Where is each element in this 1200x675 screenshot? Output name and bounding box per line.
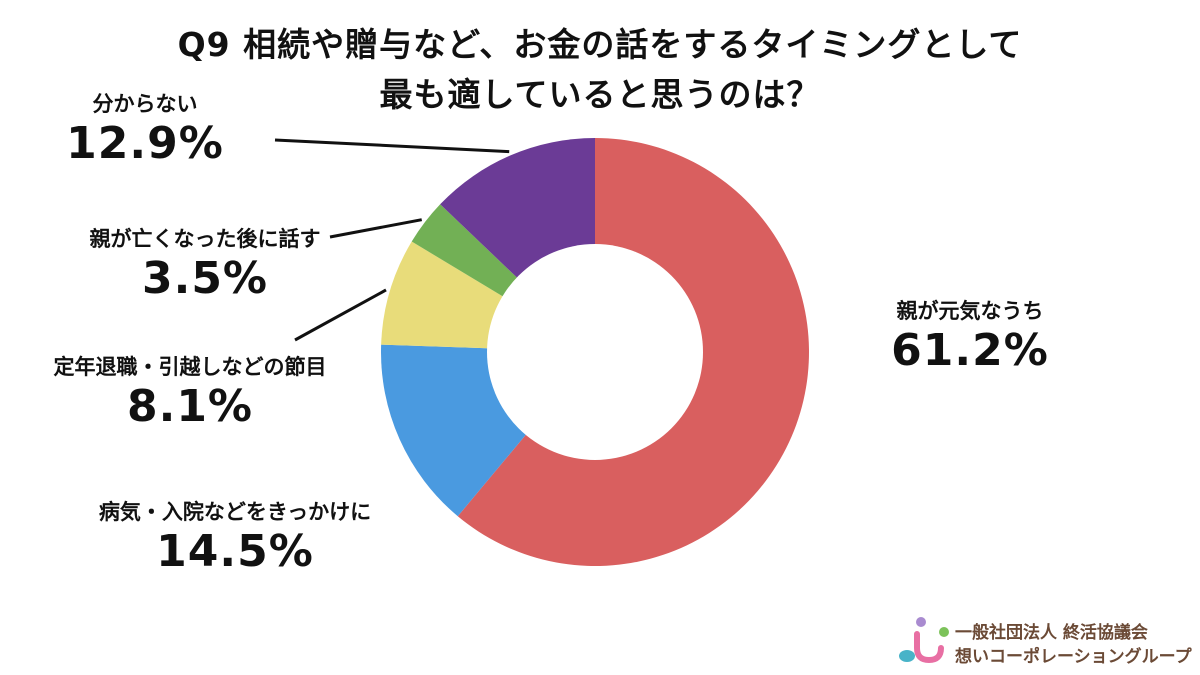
slice-name: 病気・入院などをきっかけに: [98, 500, 372, 524]
logo-text-line-2: 想いコーポレーショングループ: [955, 647, 1192, 667]
slice-name: 親が元気なうち: [896, 299, 1044, 323]
leader-line-2: [294, 288, 387, 342]
leader-line-3: [329, 218, 423, 239]
slice-value: 14.5%: [156, 526, 314, 577]
slice-value: 12.9%: [66, 118, 224, 169]
slice-value: 61.2%: [891, 325, 1049, 376]
slice-label-milestone: 定年退職・引越しなどの節目 8.1%: [20, 353, 360, 433]
chart-title-line-2: 最も適していると思うのは？: [379, 75, 821, 114]
logo-text-line-1: 一般社団法人 終活協議会: [955, 623, 1148, 643]
chart-title-line-1: Q9 相続や贈与など、お金の話をするタイミングとして: [177, 25, 1023, 64]
slice-value: 3.5%: [141, 253, 269, 304]
slice-label-unknown: 分からない 12.9%: [55, 90, 235, 170]
slice-value: 8.1%: [126, 381, 254, 432]
slice-name: 定年退職・引越しなどの節目: [53, 355, 327, 379]
slice-label-illness: 病気・入院などをきっかけに 14.5%: [55, 498, 415, 578]
slice-label-after-death: 親が亡くなった後に話す 3.5%: [45, 225, 365, 305]
leader-lines: [274, 138, 510, 342]
slice-name: 親が亡くなった後に話す: [89, 227, 321, 251]
donut-hole: [487, 244, 703, 460]
leader-line-4: [274, 138, 510, 154]
logo-mark-icon: [899, 617, 949, 664]
slice-label-parents-healthy: 親が元気なうち 61.2%: [880, 297, 1060, 377]
organization-logo: 一般社団法人 終活協議会 想いコーポレーショングループ: [895, 612, 1195, 668]
slice-name: 分からない: [92, 92, 198, 116]
chart-title: Q9 相続や贈与など、お金の話をするタイミングとして 最も適していると思うのは？: [0, 20, 1200, 120]
